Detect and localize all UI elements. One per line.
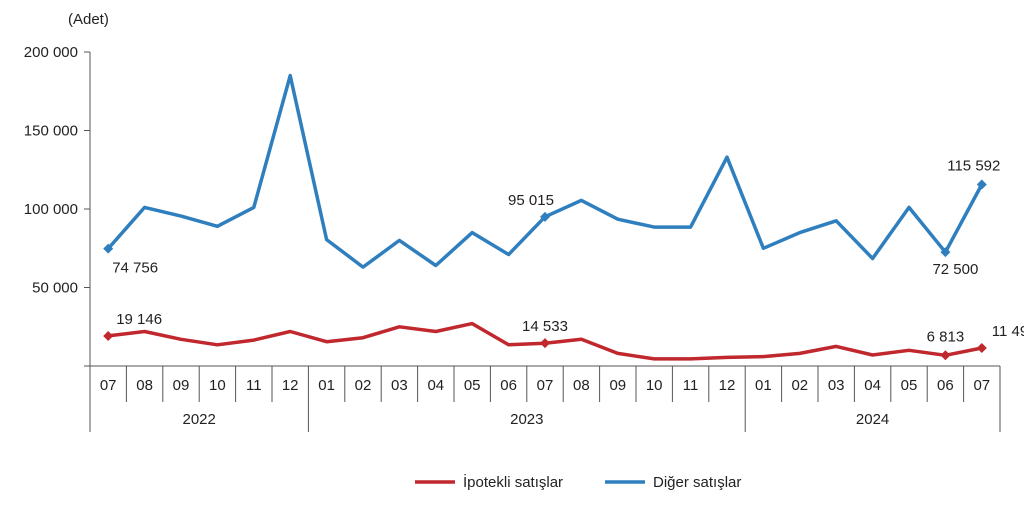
- data-label: 115 592: [947, 158, 1000, 175]
- x-tick-label: 08: [573, 377, 590, 394]
- x-axis: 07 08 09 10 11 12 01 02 03 04 05 06 07 08 09 10 11 12 01 02…: [89, 365, 1001, 432]
- x-tick-label: 10: [646, 377, 663, 394]
- year-label: 2024: [856, 411, 889, 428]
- x-tick-label: 09: [609, 377, 626, 394]
- x-tick-label: 03: [828, 377, 845, 394]
- x-tick-label: 07: [537, 377, 554, 394]
- unit-label: (Adet): [68, 11, 109, 28]
- legend-label: Diğer satışlar: [653, 474, 741, 491]
- data-label: 6 813: [927, 328, 965, 345]
- data-point-marker: [103, 243, 114, 254]
- x-tick-label: 08: [136, 377, 153, 394]
- x-tick-label: 02: [355, 377, 372, 394]
- series-line: [106, 73, 984, 269]
- data-labels: 19 146 14 533 6 813 11 496 74 756 95 015 72 50…: [112, 158, 1024, 346]
- x-tick-label: 04: [427, 377, 444, 394]
- legend-label: İpotekli satışlar: [463, 473, 563, 491]
- x-tick-label: 12: [719, 377, 736, 394]
- legend: İpotekli satışlar Diğer satışlar: [415, 473, 741, 491]
- x-tick-label: 05: [464, 377, 481, 394]
- y-axis: 50 000 100 000 150 000 200 000: [24, 44, 91, 367]
- y-tick-label: 200 000: [24, 44, 78, 61]
- x-tick-label: 12: [282, 377, 299, 394]
- x-tick-label: 01: [755, 377, 772, 394]
- x-tick-label: 07: [973, 377, 990, 394]
- x-tick-label: 04: [864, 377, 881, 394]
- year-label: 2022: [183, 411, 216, 428]
- x-tick-label: 11: [683, 377, 699, 394]
- x-tick-label: 07: [100, 377, 117, 394]
- y-tick-label: 50 000: [32, 280, 78, 297]
- data-label: 11 496: [992, 323, 1024, 340]
- data-point-marker: [976, 342, 987, 353]
- x-tick-label: 11: [246, 377, 262, 394]
- x-tick-label: 05: [901, 377, 918, 394]
- data-label: 19 146: [116, 311, 162, 328]
- x-tick-label: 10: [209, 377, 226, 394]
- x-tick-label: 01: [318, 377, 335, 394]
- data-point-marker: [940, 247, 951, 258]
- x-tick-label: 06: [500, 377, 517, 394]
- y-tick-label: 150 000: [24, 123, 78, 140]
- data-label: 14 533: [522, 318, 568, 335]
- x-tick-label: 02: [791, 377, 808, 394]
- series-layer: [103, 73, 987, 361]
- data-point-marker: [540, 338, 550, 349]
- data-label: 95 015: [508, 192, 554, 209]
- data-point-marker: [103, 330, 114, 341]
- data-label: 72 500: [932, 261, 978, 278]
- data-point-marker: [540, 211, 550, 222]
- x-tick-label: 09: [173, 377, 190, 394]
- y-tick-label: 100 000: [24, 201, 78, 218]
- data-point-marker: [940, 350, 951, 361]
- data-point-marker: [976, 179, 987, 190]
- x-tick-label: 06: [937, 377, 954, 394]
- data-label: 74 756: [112, 260, 158, 277]
- x-tick-label: 03: [391, 377, 408, 394]
- year-label: 2023: [510, 411, 543, 428]
